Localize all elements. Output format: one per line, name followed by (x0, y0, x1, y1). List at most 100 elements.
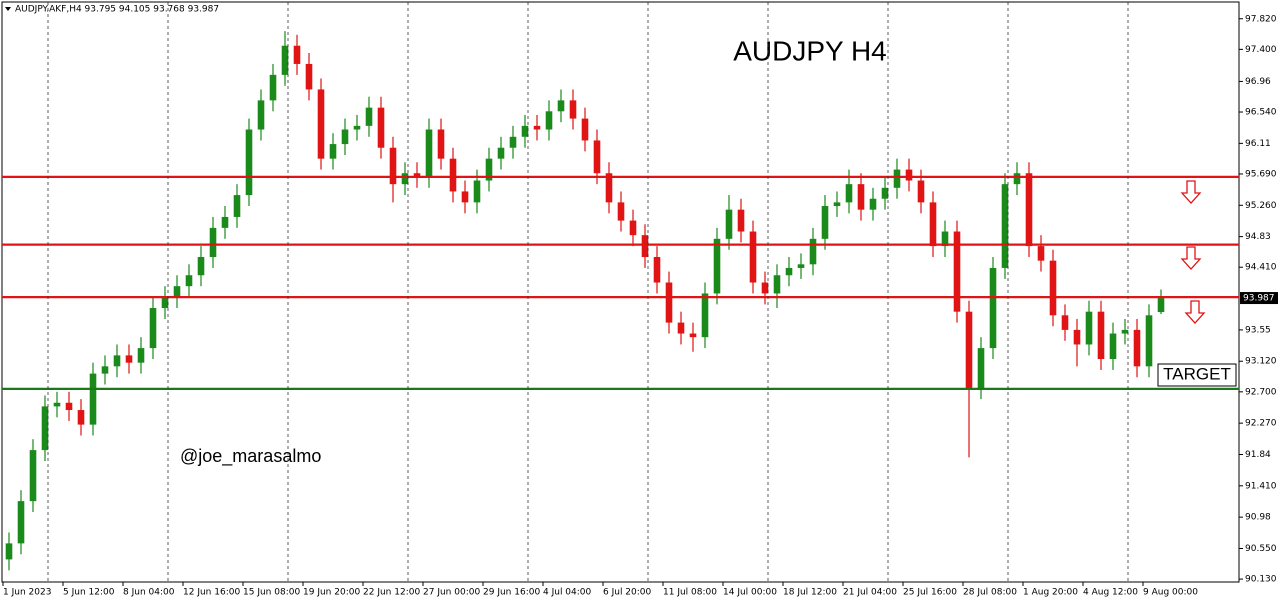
x-tick-label: 4 Jul 04:00 (543, 588, 592, 598)
candle-body (1097, 311, 1105, 360)
y-tick-label: 97.400 (1245, 45, 1277, 55)
plot-frame (1, 1, 1240, 583)
candle-body (869, 198, 877, 210)
candle-body (485, 158, 493, 181)
candle-body (653, 257, 661, 283)
candle-body (965, 311, 973, 389)
y-tick-label: 96.540 (1245, 108, 1277, 118)
candle-body (989, 267, 997, 349)
candle-body (629, 220, 637, 236)
x-tick-label: 14 Jul 00:00 (723, 588, 777, 598)
candle-body (1025, 173, 1033, 247)
candle-body (713, 238, 721, 294)
x-tick-label: 28 Jul 08:00 (963, 588, 1017, 598)
candle-body (749, 231, 757, 283)
y-tick-label: 94.83 (1245, 232, 1271, 242)
y-tick-label: 90.550 (1245, 544, 1277, 554)
x-tick-label: 1 Aug 20:00 (1023, 588, 1078, 598)
candle-body (929, 202, 937, 247)
x-tick-label: 27 Jun 00:00 (423, 588, 480, 598)
candle-body (437, 129, 445, 159)
candle-body (845, 184, 853, 203)
x-tick-label: 22 Jun 12:00 (363, 588, 420, 598)
candle-body (1073, 329, 1081, 345)
candle-body (917, 180, 925, 203)
candle-body (1013, 173, 1021, 185)
candle-body (173, 286, 181, 298)
candle-body (1145, 315, 1153, 367)
candle-body (257, 100, 265, 130)
candle-body (569, 100, 577, 119)
down-arrow (1180, 180, 1202, 204)
y-tick-label: 96.11 (1245, 139, 1271, 149)
candle-body (1109, 333, 1117, 360)
chart-title: AUDJPY H4 (733, 35, 887, 66)
candle-body (1085, 311, 1093, 345)
candle-body (425, 129, 433, 177)
candle-body (53, 402, 61, 407)
candle-body (833, 202, 841, 207)
candle-body (209, 227, 217, 258)
candle-body (821, 206, 829, 239)
candle-body (5, 543, 13, 560)
candle-body (1001, 184, 1009, 268)
x-tick-label: 8 Jun 04:00 (123, 588, 175, 598)
y-tick-label: 92.700 (1245, 387, 1277, 397)
candle-body (317, 89, 325, 159)
y-tick-label: 97.820 (1245, 14, 1277, 24)
y-tick-label: 95.690 (1245, 169, 1277, 179)
candle-body (701, 293, 709, 338)
y-tick-label: 91.410 (1245, 481, 1277, 491)
candle-body (233, 195, 241, 217)
x-tick-label: 11 Jul 08:00 (663, 588, 717, 598)
candle-body (557, 100, 565, 112)
last-price-label: 93.987 (1243, 294, 1275, 304)
candle-body (401, 173, 409, 185)
candle-body (677, 322, 685, 334)
candle-body (761, 282, 769, 294)
candle-body (377, 107, 385, 148)
candle-body (941, 231, 949, 247)
candle-body (533, 125, 541, 130)
x-tick-label: 4 Aug 12:00 (1083, 588, 1138, 598)
watermark: @joe_marasalmo (180, 446, 321, 467)
candle-body (1121, 329, 1129, 334)
y-tick-label: 93.120 (1245, 357, 1277, 367)
candle-body (545, 111, 553, 130)
candle-body (725, 209, 733, 239)
x-tick-label: 21 Jul 04:00 (843, 588, 897, 598)
y-tick-label: 90.98 (1245, 513, 1271, 523)
candle-body (905, 169, 913, 181)
down-arrow (1184, 300, 1206, 324)
candle-body (1133, 329, 1141, 367)
candle-body (89, 373, 97, 425)
candle-body (977, 348, 985, 389)
candle-body (185, 275, 193, 287)
candle-body (389, 147, 397, 185)
candle-body (113, 355, 121, 367)
candle-body (197, 257, 205, 276)
candle-body (245, 129, 253, 196)
candle-body (1049, 260, 1057, 316)
candle-body (29, 450, 37, 502)
y-tick-label: 92.270 (1245, 419, 1277, 429)
candle-body (509, 136, 517, 148)
candle-body (665, 282, 673, 323)
target-box (1157, 363, 1237, 387)
y-tick-label: 90.130 (1245, 575, 1277, 585)
candle-body (605, 173, 613, 203)
x-tick-label: 29 Jun 16:00 (483, 588, 540, 598)
candle-body (461, 191, 469, 203)
candle-body (17, 501, 25, 544)
y-tick-label: 91.84 (1245, 450, 1271, 460)
x-tick-label: 9 Aug 00:00 (1143, 588, 1198, 598)
candle-body (293, 45, 301, 64)
candle-body (797, 264, 805, 268)
candle-body (473, 180, 481, 203)
candle-body (953, 231, 961, 312)
candle-body (305, 63, 313, 90)
candle-body (785, 267, 793, 276)
candle-body (281, 45, 289, 75)
